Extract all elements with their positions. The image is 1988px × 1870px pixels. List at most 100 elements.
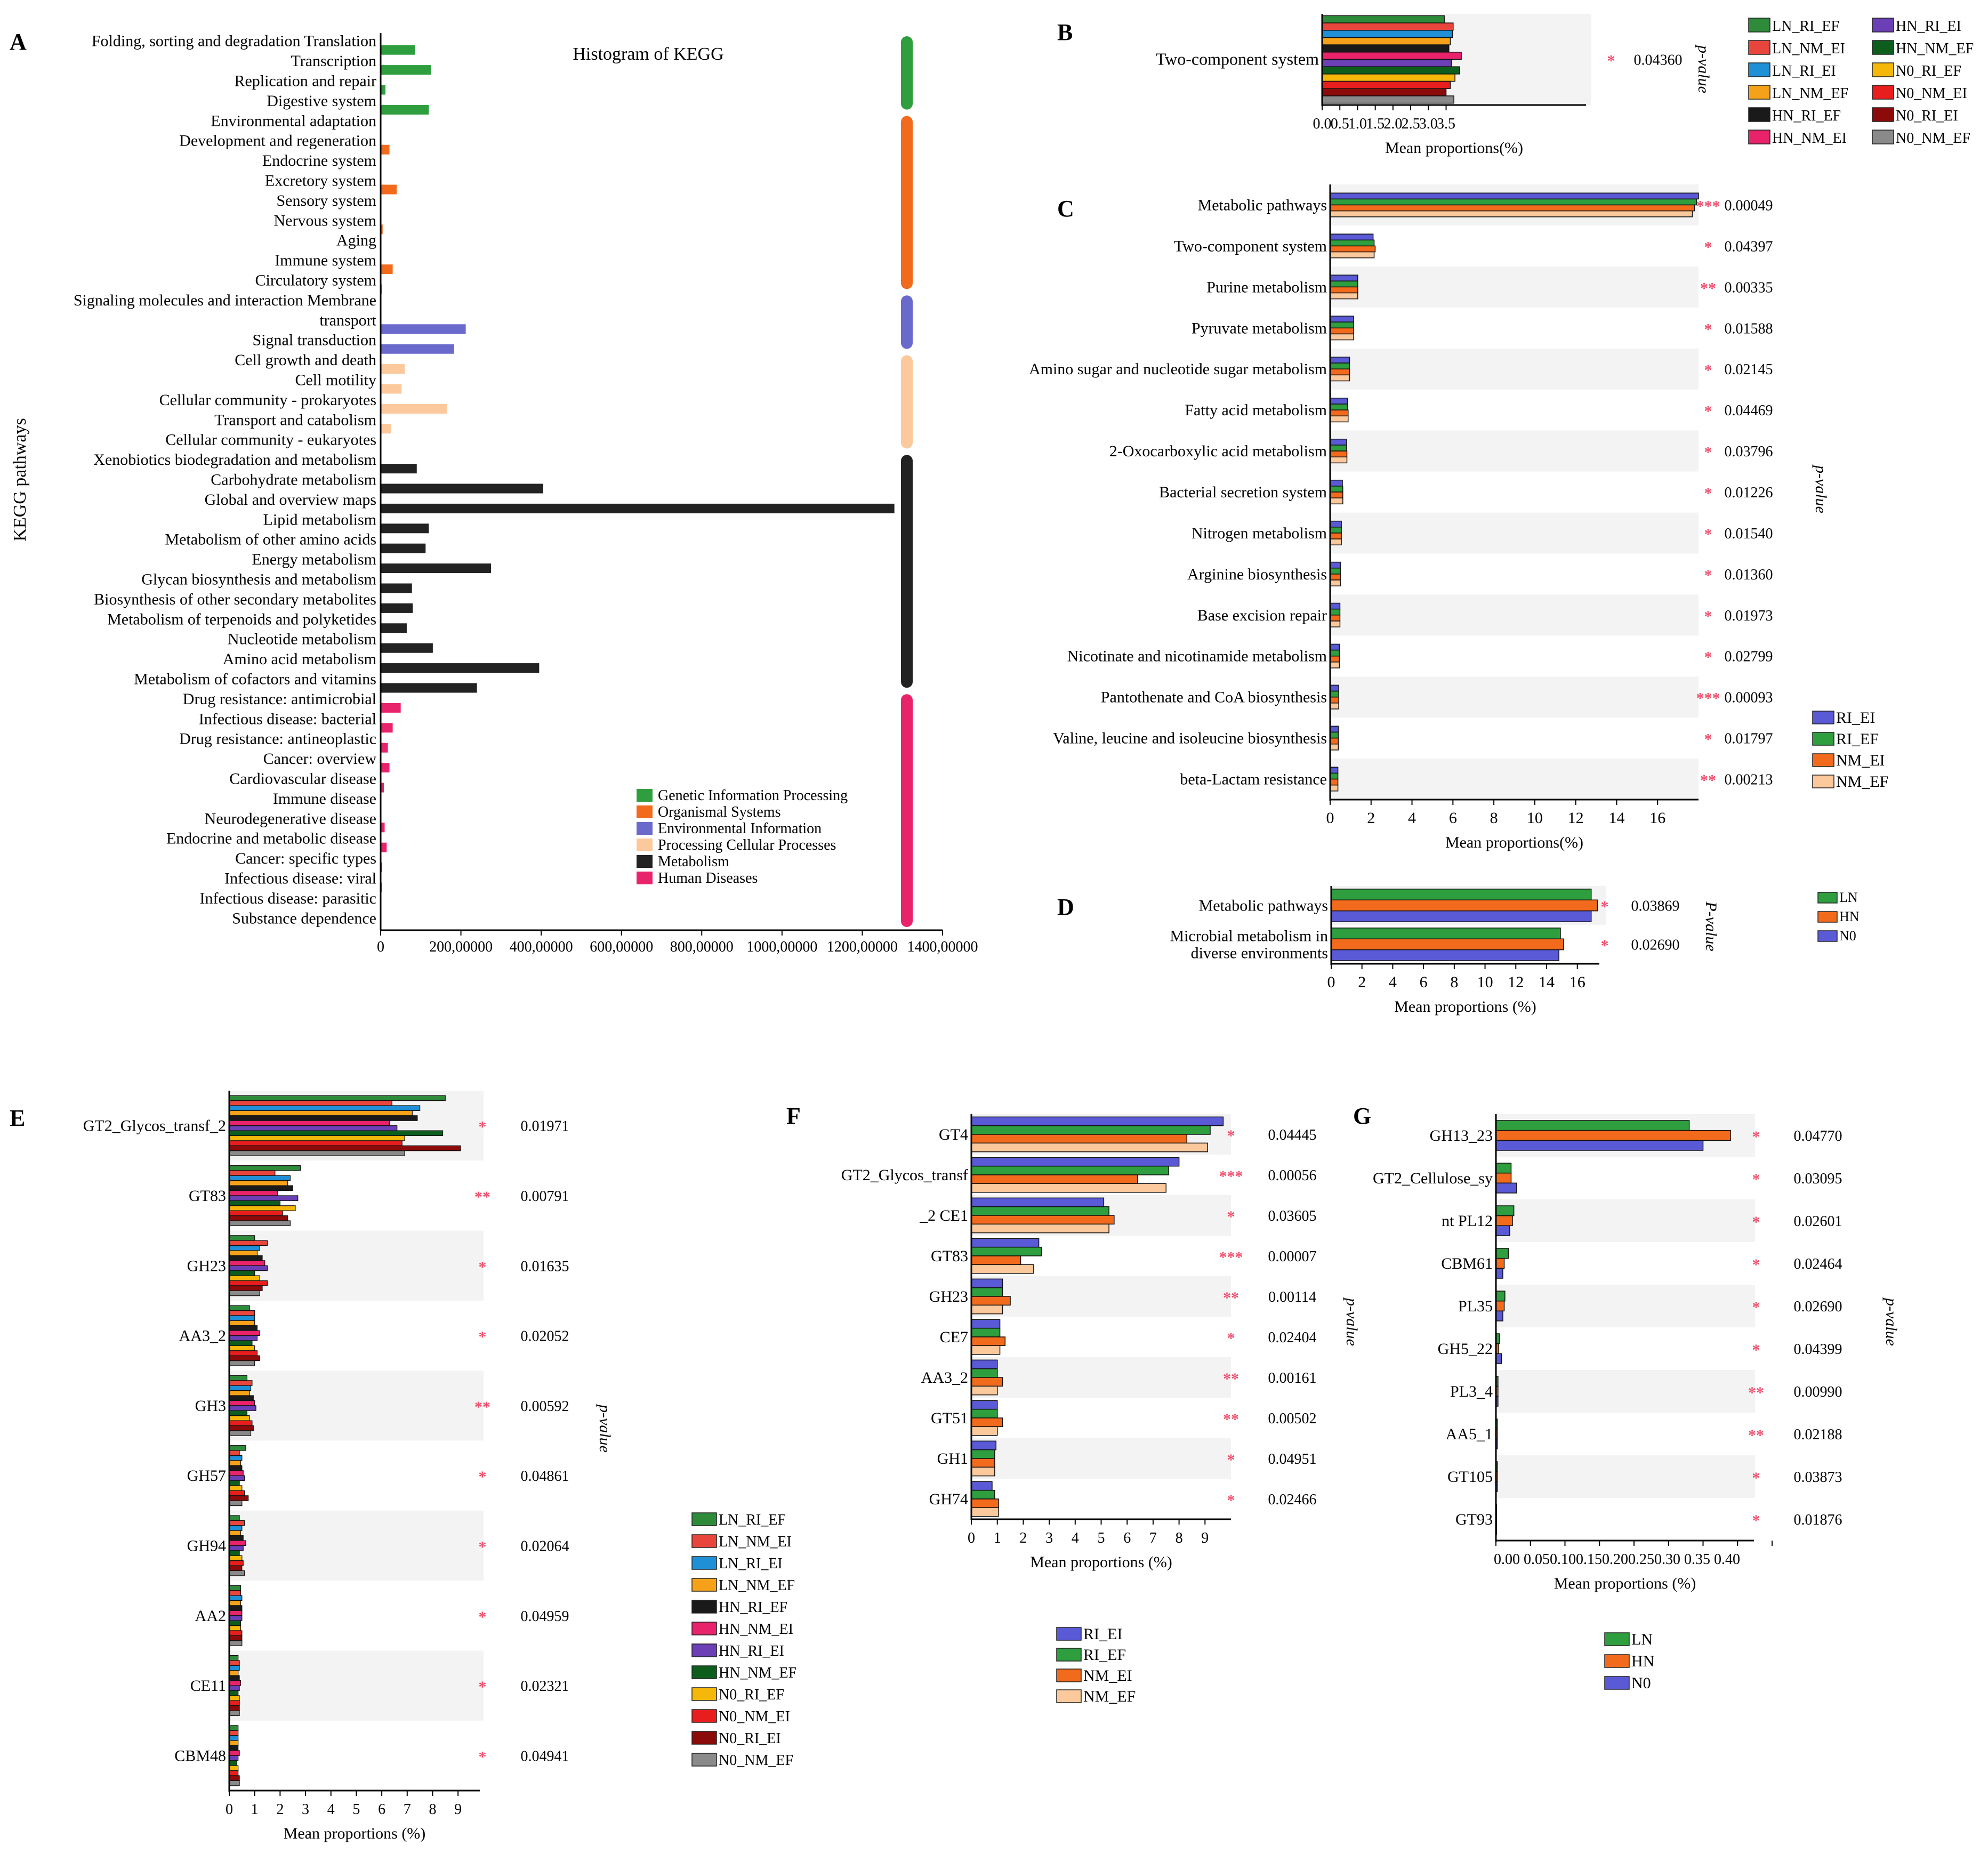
tick-label: 1200,00000	[827, 939, 898, 955]
bar	[1495, 1258, 1505, 1269]
bar	[229, 1735, 239, 1741]
p-value: 0.00335	[1725, 279, 1773, 296]
significance-stars: *	[479, 1118, 487, 1136]
bar	[381, 344, 454, 354]
category-label: Neurodegenerative disease	[205, 810, 376, 827]
significance-stars: *	[1704, 361, 1712, 379]
bar	[381, 543, 426, 553]
tick-label: 4	[1408, 809, 1416, 827]
legend-swatch	[1872, 107, 1894, 122]
bar	[971, 1498, 999, 1509]
legend-swatch	[1056, 1669, 1082, 1682]
p-value: 0.04360	[1634, 52, 1683, 69]
bar	[229, 1310, 255, 1316]
row-band	[1330, 759, 1699, 800]
category-label: Pantothenate and CoA biosynthesis	[1101, 689, 1327, 706]
bar	[1330, 286, 1358, 294]
significance-stars: *	[1227, 1208, 1235, 1226]
tick-label: 8	[1490, 809, 1498, 827]
bar	[229, 1205, 296, 1211]
row-band	[229, 1650, 484, 1721]
p-value: 0.04951	[1268, 1451, 1317, 1468]
category-label: Environmental adaptation	[211, 112, 376, 130]
x-axis-label: Mean proportions (%)	[1394, 998, 1536, 1015]
legend-label: Processing Cellular Processes	[658, 837, 836, 853]
bar	[229, 1550, 240, 1556]
category-label: GT4	[939, 1126, 968, 1143]
legend-swatch	[1604, 1654, 1630, 1668]
tick-label: 6	[378, 1801, 385, 1818]
bar	[971, 1183, 1166, 1193]
bar	[1331, 889, 1592, 901]
category-label: CBM61	[1441, 1255, 1493, 1272]
significance-stars: *	[1752, 1213, 1760, 1231]
bar	[971, 1215, 1115, 1225]
bar	[971, 1255, 1021, 1266]
bar	[1322, 22, 1454, 31]
legend-label: N0_RI_EI	[1896, 108, 1958, 124]
legend-swatch	[1872, 62, 1894, 77]
bar	[1330, 744, 1339, 751]
p-value: 0.02188	[1794, 1426, 1842, 1443]
category-label: Energy metabolism	[252, 551, 376, 568]
p-value: 0.00093	[1725, 690, 1773, 706]
bar	[971, 1327, 1001, 1337]
category-label: Transcription	[291, 52, 376, 70]
row-band	[1330, 676, 1699, 718]
p-value: 0.01540	[1725, 526, 1773, 542]
category-label: transport	[319, 311, 376, 329]
bar	[229, 1675, 240, 1681]
bar	[1331, 949, 1559, 961]
p-value: 0.02321	[521, 1678, 569, 1695]
bar	[1330, 198, 1697, 206]
bar	[229, 1755, 239, 1761]
significance-stars: *	[1601, 937, 1609, 955]
bar	[229, 1570, 245, 1576]
bar	[1322, 95, 1454, 104]
bar	[381, 823, 385, 833]
bar	[229, 1170, 276, 1176]
tick-label: 0.5	[1331, 116, 1349, 132]
legend-swatch	[1604, 1676, 1630, 1690]
p-value: 0.02601	[1794, 1213, 1842, 1230]
bar	[229, 1240, 268, 1246]
bar	[229, 1095, 446, 1101]
bar	[229, 1555, 243, 1561]
significance-stars: *	[1704, 402, 1712, 420]
bar	[971, 1165, 1169, 1175]
category-label: CE7	[940, 1328, 968, 1346]
bar	[229, 1125, 398, 1131]
tick-label: 6	[1449, 809, 1457, 827]
tick-label: 4	[1389, 973, 1397, 991]
bar	[1495, 1172, 1512, 1184]
category-label: Metabolism of terpenoids and polyketides	[107, 610, 376, 628]
p-value: 0.03869	[1631, 898, 1680, 915]
category-label: _2 CE1	[919, 1207, 968, 1224]
x-axis-label: Mean proportions (%)	[1554, 1575, 1696, 1592]
p-value: 0.02052	[521, 1328, 569, 1345]
significance-stars: *	[1227, 1451, 1235, 1469]
bar	[1330, 567, 1341, 575]
p-value: 0.00007	[1268, 1248, 1317, 1265]
bar	[1330, 362, 1350, 369]
p-value: 0.01797	[1725, 731, 1773, 747]
bar	[229, 1360, 255, 1366]
category-label: GH94	[187, 1537, 226, 1554]
category-label: Metabolic pathways	[1199, 897, 1328, 915]
category-label: Cancer: overview	[263, 750, 377, 768]
p-value: 0.04959	[521, 1608, 569, 1625]
legend-swatch	[1817, 930, 1838, 942]
bar	[1330, 684, 1339, 692]
bar	[229, 1640, 243, 1646]
bar	[229, 1250, 258, 1256]
bar	[971, 1116, 1224, 1126]
category-label: Development and regeneration	[179, 132, 376, 150]
p-value: 0.00990	[1794, 1384, 1842, 1400]
legend-label: N0_NM_EF	[1896, 130, 1970, 147]
significance-stars: *	[479, 1608, 487, 1626]
category-label: Nitrogen metabolism	[1192, 525, 1327, 542]
significance-stars: *	[1752, 1171, 1760, 1188]
